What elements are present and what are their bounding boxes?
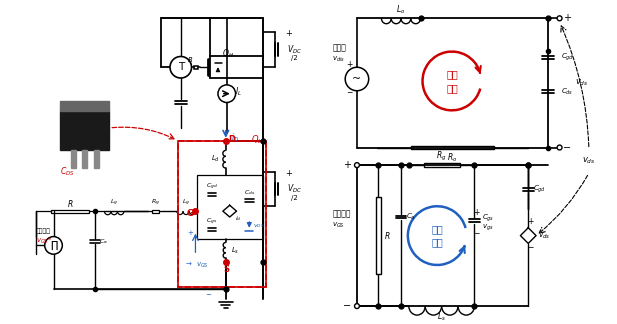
Text: S: S (224, 265, 230, 274)
Text: $C_{gs}$: $C_{gs}$ (482, 212, 494, 224)
Text: +: + (473, 208, 479, 217)
Text: $V_{DC}$: $V_{DC}$ (287, 183, 302, 195)
Text: $C_a$: $C_a$ (99, 237, 108, 246)
Polygon shape (71, 150, 75, 168)
Circle shape (218, 85, 236, 102)
Text: $R$: $R$ (188, 55, 194, 64)
Bar (51, 210, 89, 213)
Text: −: − (205, 292, 211, 298)
Text: $i_D$: $i_D$ (231, 132, 239, 144)
Text: 回路: 回路 (431, 237, 443, 248)
Text: $Q_L$: $Q_L$ (251, 133, 263, 146)
Text: $L_s$: $L_s$ (437, 311, 446, 323)
Text: $C_{gd}$: $C_{gd}$ (534, 184, 547, 195)
Text: −: − (473, 229, 479, 238)
Text: →: → (186, 262, 191, 268)
Text: $L_g$: $L_g$ (182, 198, 190, 208)
Text: $v_{GS}$*: $v_{GS}$* (36, 236, 52, 246)
Text: $v_{ds}$: $v_{ds}$ (575, 78, 589, 88)
Circle shape (81, 102, 89, 110)
Bar (178, 141, 266, 287)
Text: /2: /2 (291, 55, 297, 62)
Text: 回路: 回路 (446, 83, 458, 93)
Circle shape (557, 145, 562, 150)
Bar (376, 197, 381, 274)
Text: $L_o$: $L_o$ (396, 3, 405, 16)
Text: 功率: 功率 (446, 69, 458, 79)
Circle shape (355, 304, 359, 308)
Bar (424, 163, 460, 167)
Text: 栅源电压: 栅源电压 (333, 210, 351, 219)
Text: D: D (228, 135, 235, 144)
Text: $C_{gd}$: $C_{gd}$ (206, 181, 218, 192)
Polygon shape (94, 150, 99, 168)
Text: $I_L$: $I_L$ (235, 86, 242, 98)
Text: $C_{gd}$: $C_{gd}$ (560, 52, 574, 63)
Text: $Q_H$: $Q_H$ (222, 47, 234, 60)
Polygon shape (60, 111, 109, 150)
Text: $i_d$: $i_d$ (235, 214, 242, 224)
Text: $v_{ds}$: $v_{ds}$ (537, 230, 550, 241)
Text: $v_{GS}$: $v_{GS}$ (196, 260, 209, 270)
Text: +: + (285, 169, 292, 179)
Text: $v_{GS}$: $v_{GS}$ (333, 221, 346, 230)
Text: G: G (186, 209, 193, 218)
Text: $v_{gs}$: $v_{gs}$ (482, 223, 494, 233)
Text: $C_{gs}$: $C_{gs}$ (207, 217, 218, 227)
Circle shape (557, 16, 562, 21)
Text: 驱动: 驱动 (431, 224, 443, 234)
Text: $C_a$: $C_a$ (406, 212, 416, 222)
Bar (197, 175, 263, 238)
Text: $L_d$: $L_d$ (212, 154, 220, 164)
Bar (194, 66, 198, 69)
Circle shape (355, 163, 359, 168)
Text: T: T (178, 62, 184, 72)
Text: $R$: $R$ (67, 198, 73, 209)
Text: −: − (563, 143, 571, 153)
Bar (178, 141, 266, 287)
Circle shape (44, 237, 62, 254)
Text: +: + (527, 217, 533, 226)
Polygon shape (60, 101, 109, 111)
Text: −: − (527, 243, 533, 252)
Circle shape (170, 56, 191, 78)
Text: $L_g$: $L_g$ (110, 198, 118, 208)
Text: +: + (188, 230, 194, 236)
Polygon shape (83, 150, 87, 168)
Text: $R_o$: $R_o$ (447, 151, 458, 164)
Text: ∏: ∏ (50, 240, 57, 250)
Text: −: − (346, 88, 352, 97)
Text: +: + (346, 60, 352, 69)
Text: $v_{ds}$: $v_{ds}$ (582, 156, 596, 167)
Text: +: + (343, 160, 351, 170)
Text: $V_{DC}$: $V_{DC}$ (287, 43, 302, 56)
Text: $R_g$: $R_g$ (436, 150, 447, 163)
Text: 干扰源: 干扰源 (333, 43, 346, 52)
Text: $C_{DS}$: $C_{DS}$ (60, 165, 75, 178)
Circle shape (345, 67, 369, 91)
Text: $v_{DS}$: $v_{DS}$ (253, 222, 265, 230)
Text: $R$: $R$ (384, 230, 391, 241)
Text: $v_{dis}$: $v_{dis}$ (333, 55, 346, 64)
Bar (411, 146, 494, 149)
Text: −: − (343, 301, 351, 311)
Text: $C_{ds}$: $C_{ds}$ (244, 188, 255, 197)
Text: ~: ~ (352, 74, 362, 84)
Text: 驱动信号: 驱动信号 (36, 229, 51, 235)
Text: +: + (285, 29, 292, 39)
Bar (152, 210, 159, 213)
Text: /2: /2 (291, 195, 297, 201)
Text: $L_s$: $L_s$ (231, 246, 240, 256)
Text: $R_g$: $R_g$ (151, 198, 160, 208)
Text: $C_{ds}$: $C_{ds}$ (560, 87, 573, 97)
Text: +: + (563, 13, 571, 23)
